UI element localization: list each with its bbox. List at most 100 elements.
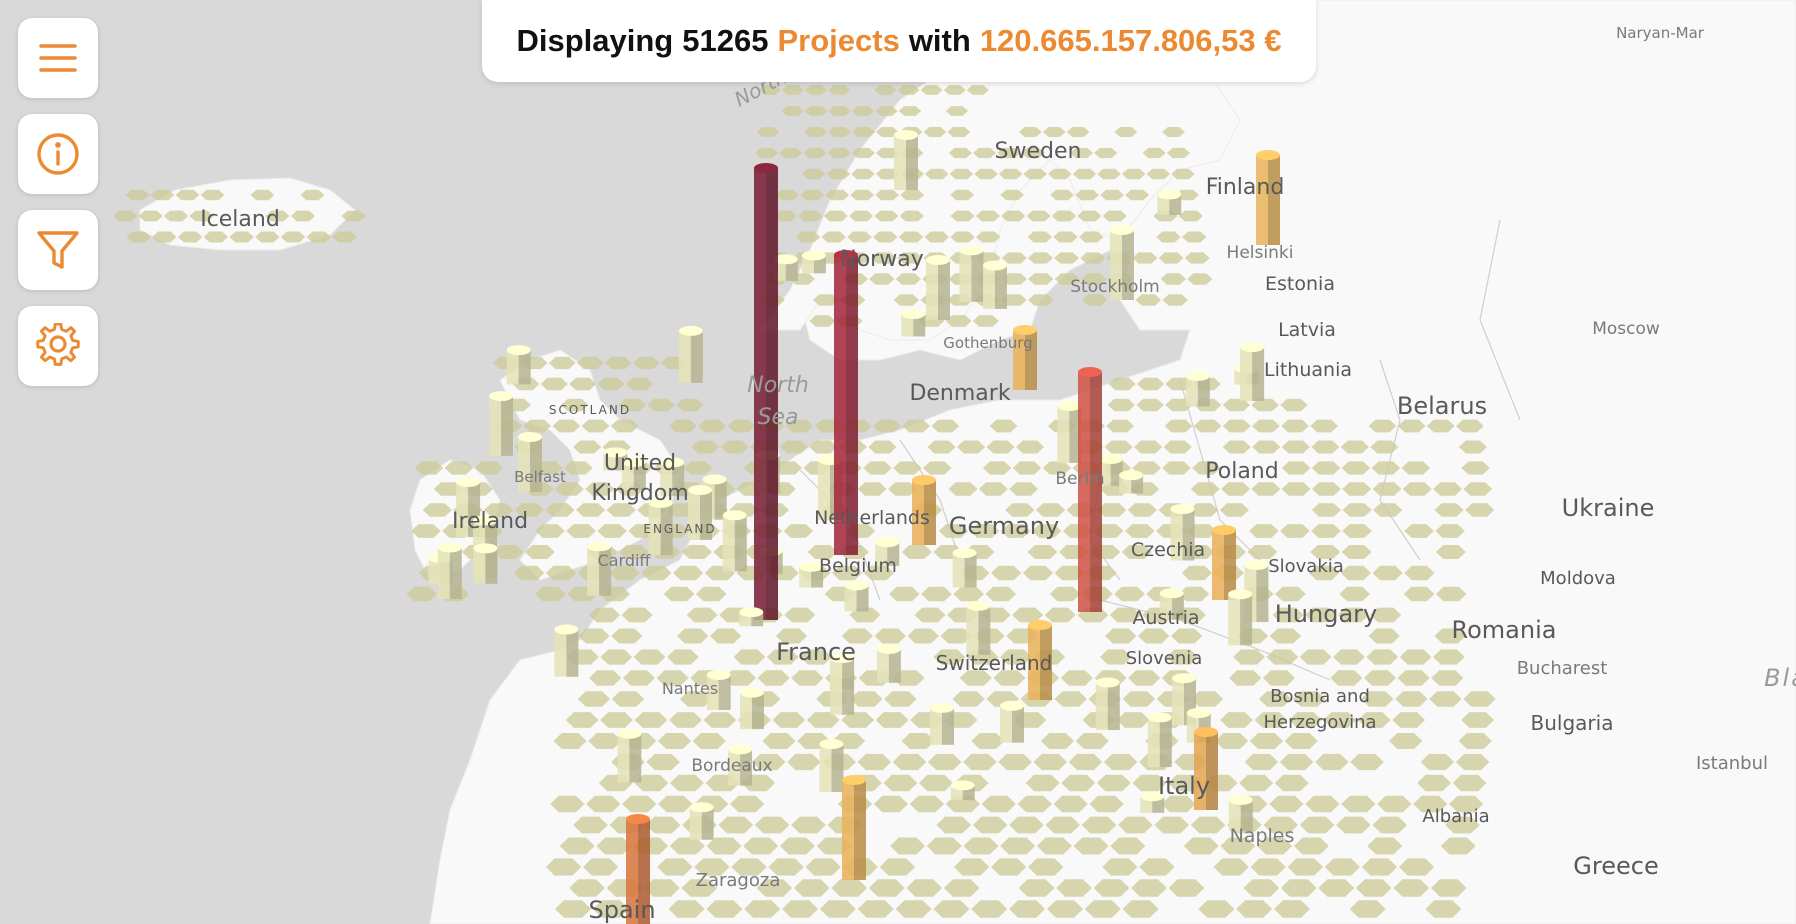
project-hexagon[interactable] (540, 377, 568, 391)
project-hexagon[interactable] (809, 440, 838, 454)
project-hexagon[interactable] (914, 607, 946, 623)
project-hexagon[interactable] (1262, 670, 1295, 686)
project-hexagon[interactable] (1461, 461, 1490, 475)
project-hexagon[interactable] (731, 858, 767, 876)
project-hexagon[interactable] (1114, 586, 1145, 602)
project-hexagon[interactable] (957, 440, 986, 454)
project-bar[interactable] (1185, 370, 1210, 407)
project-hexagon[interactable] (1187, 273, 1213, 285)
menu-button[interactable] (18, 18, 98, 98)
project-hexagon[interactable] (1165, 377, 1193, 391)
project-hexagon[interactable] (1425, 900, 1462, 918)
project-hexagon[interactable] (1047, 900, 1083, 918)
project-hexagon[interactable] (1050, 189, 1074, 201)
project-hexagon[interactable] (681, 545, 712, 559)
project-hexagon[interactable] (1397, 670, 1430, 686)
project-bar[interactable] (1078, 367, 1102, 612)
project-bar[interactable] (1057, 400, 1082, 463)
project-hexagon[interactable] (332, 231, 357, 243)
project-hexagon[interactable] (657, 858, 693, 876)
project-hexagon[interactable] (1433, 482, 1462, 496)
project-bar[interactable] (554, 624, 579, 677)
project-hexagon[interactable] (1049, 586, 1081, 602)
project-hexagon[interactable] (1054, 252, 1079, 264)
project-hexagon[interactable] (804, 127, 827, 137)
project-hexagon[interactable] (1250, 858, 1286, 876)
project-hexagon[interactable] (1021, 147, 1045, 159)
project-hexagon[interactable] (1330, 670, 1363, 686)
project-hexagon[interactable] (1389, 733, 1423, 749)
project-bar[interactable] (739, 607, 764, 627)
project-hexagon[interactable] (1105, 628, 1137, 644)
project-hexagon[interactable] (1318, 879, 1355, 897)
project-hexagon[interactable] (906, 879, 942, 897)
project-hexagon[interactable] (1009, 900, 1046, 918)
project-hexagon[interactable] (1361, 858, 1398, 876)
project-hexagon[interactable] (265, 210, 290, 222)
project-hexagon[interactable] (1106, 419, 1135, 433)
project-hexagon[interactable] (586, 795, 621, 813)
project-hexagon[interactable] (943, 879, 980, 897)
project-hexagon[interactable] (888, 482, 917, 496)
project-hexagon[interactable] (1156, 231, 1181, 243)
project-hexagon[interactable] (1222, 419, 1251, 433)
project-hexagon[interactable] (569, 879, 605, 897)
project-bar[interactable] (819, 739, 844, 792)
project-hexagon[interactable] (686, 607, 718, 623)
project-hexagon[interactable] (1456, 419, 1484, 433)
project-bar[interactable] (1013, 325, 1037, 390)
project-hexagon[interactable] (1190, 482, 1220, 496)
project-hexagon[interactable] (113, 210, 138, 222)
info-button[interactable] (18, 114, 98, 194)
project-hexagon[interactable] (925, 168, 949, 180)
project-hexagon[interactable] (1146, 168, 1170, 180)
project-hexagon[interactable] (1452, 774, 1487, 792)
project-hexagon[interactable] (618, 398, 646, 412)
project-hexagon[interactable] (569, 377, 597, 391)
project-hexagon[interactable] (1125, 189, 1149, 201)
project-hexagon[interactable] (1122, 168, 1146, 180)
project-hexagon[interactable] (851, 106, 875, 116)
project-bar[interactable] (1095, 677, 1120, 731)
project-hexagon[interactable] (926, 837, 962, 855)
project-hexagon[interactable] (641, 565, 672, 581)
project-hexagon[interactable] (523, 419, 552, 433)
project-hexagon[interactable] (985, 586, 1017, 602)
project-hexagon[interactable] (691, 440, 720, 454)
project-hexagon[interactable] (743, 837, 779, 855)
project-hexagon[interactable] (545, 565, 577, 581)
project-hexagon[interactable] (1272, 607, 1304, 623)
project-hexagon[interactable] (695, 586, 727, 602)
project-hexagon[interactable] (125, 189, 150, 201)
project-hexagon[interactable] (959, 670, 992, 686)
project-hexagon[interactable] (175, 189, 200, 201)
project-hexagon[interactable] (1051, 210, 1077, 222)
project-hexagon[interactable] (1305, 607, 1337, 623)
project-hexagon[interactable] (969, 524, 1000, 538)
project-hexagon[interactable] (1340, 440, 1369, 454)
project-hexagon[interactable] (634, 774, 669, 792)
project-hexagon[interactable] (1310, 545, 1341, 559)
project-hexagon[interactable] (1001, 252, 1027, 264)
project-hexagon[interactable] (1287, 858, 1323, 876)
project-hexagon[interactable] (1220, 837, 1256, 855)
project-hexagon[interactable] (869, 273, 895, 285)
project-hexagon[interactable] (1403, 586, 1435, 602)
project-hexagon[interactable] (1342, 524, 1372, 538)
settings-button[interactable] (18, 306, 98, 386)
project-hexagon[interactable] (1463, 691, 1496, 707)
project-hexagon[interactable] (1122, 691, 1156, 707)
project-hexagon[interactable] (577, 691, 611, 707)
project-hexagon[interactable] (189, 210, 214, 222)
project-hexagon[interactable] (800, 649, 832, 665)
project-hexagon[interactable] (1252, 440, 1281, 454)
project-hexagon[interactable] (1134, 440, 1163, 454)
project-hexagon[interactable] (609, 565, 640, 581)
project-hexagon[interactable] (1337, 607, 1369, 623)
project-hexagon[interactable] (1060, 670, 1093, 686)
project-hexagon[interactable] (1171, 168, 1195, 180)
project-hexagon[interactable] (596, 837, 632, 855)
project-hexagon[interactable] (255, 231, 280, 243)
project-bar[interactable] (1140, 791, 1165, 813)
